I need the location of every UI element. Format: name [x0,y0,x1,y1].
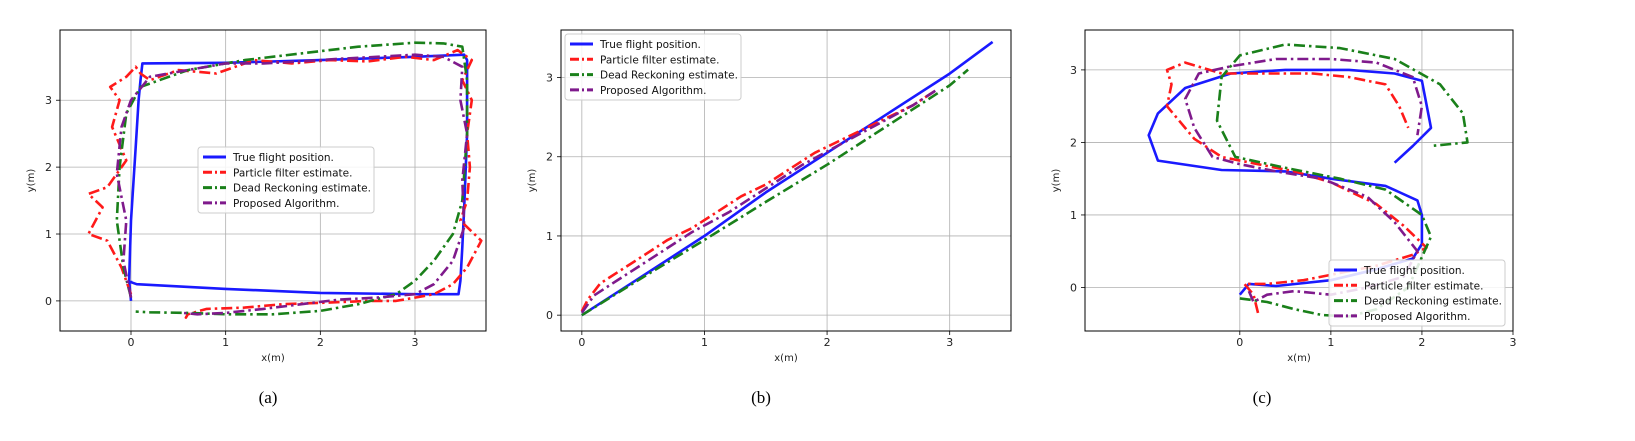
panel-b: 0 1 2 3 0 1 2 3 x(m) y(m) True flight position. Par… [527,29,1012,407]
plot-frame [1084,29,1514,332]
panel-caption: (a) [259,388,278,407]
x-tick-label: 3 [1510,336,1517,349]
x-axis-label: x(m) [774,353,798,364]
x-tick-label: 0 [578,336,585,349]
x-axis-label: x(m) [1287,353,1311,364]
legend-box [1328,259,1506,327]
y-tick-label: 3 [546,72,553,85]
legend-label: Dead Reckoning estimate. [600,70,738,82]
x-tick-label: 1 [701,336,708,349]
series-line [580,88,939,314]
x-tick-label: 3 [412,336,419,349]
series-group [87,41,483,319]
panel-caption: (c) [1253,388,1272,407]
x-tick-label: 3 [946,336,953,349]
y-axis-label: y(m) [1051,169,1062,193]
panel-a: 0 1 2 3 0 1 2 3 x(m) y(m) True flight position. Par… [26,29,487,407]
series-group [580,40,994,317]
y-tick-label: 2 [546,151,553,164]
series-line [115,41,469,316]
legend: True flight position. Particle filter est… [564,33,742,101]
series-line [581,40,994,317]
y-tick-label: 0 [1070,281,1077,294]
legend-label: Proposed Algorithm. [233,198,339,210]
y-axis-label: y(m) [527,169,538,193]
legend-label: Particle filter estimate. [1364,280,1483,292]
legend-label: True flight position. [599,39,701,51]
series-line [581,68,969,317]
y-tick-label: 0 [546,309,553,322]
legend: True flight position. Particle filter est… [1328,259,1506,327]
y-tick-label: 3 [45,94,52,107]
panel-caption: (b) [751,388,771,407]
x-tick-label: 0 [1236,336,1243,349]
plot-frame [560,29,1012,332]
legend-label: Particle filter estimate. [233,167,352,179]
y-tick-label: 2 [45,161,52,174]
y-tick-label: 1 [546,230,553,243]
plot-frame [59,29,487,332]
legend-box [564,33,742,101]
y-tick-label: 3 [1070,64,1077,77]
x-tick-label: 2 [317,336,324,349]
y-tick-label: 1 [45,228,52,241]
x-tick-label: 1 [1327,336,1334,349]
panel-c: 0 1 2 3 0 1 2 3 x(m) y(m) True flight position. Par… [1051,29,1517,407]
legend-label: True flight position. [232,152,334,164]
x-axis-label: x(m) [261,353,285,364]
x-tick-label: 0 [128,336,135,349]
x-tick-label: 2 [824,336,831,349]
y-tick-label: 1 [1070,209,1077,222]
legend-label: Proposed Algorithm. [600,85,706,97]
legend-box [197,146,375,214]
series-line [580,88,939,312]
x-tick-label: 1 [222,336,229,349]
legend-label: Proposed Algorithm. [1364,311,1470,323]
legend: True flight position. Particle filter est… [197,146,375,214]
legend-label: True flight position. [1363,265,1465,277]
series-line [1165,61,1428,314]
y-axis-label: y(m) [26,169,37,193]
legend-label: Dead Reckoning estimate. [1364,296,1502,308]
series-line [127,53,469,302]
legend-label: Particle filter estimate. [600,54,719,66]
x-tick-label: 2 [1418,336,1425,349]
y-tick-label: 0 [45,295,52,308]
legend-label: Dead Reckoning estimate. [233,183,371,195]
series-line [87,48,483,319]
y-tick-label: 2 [1070,136,1077,149]
series-line [115,53,469,316]
